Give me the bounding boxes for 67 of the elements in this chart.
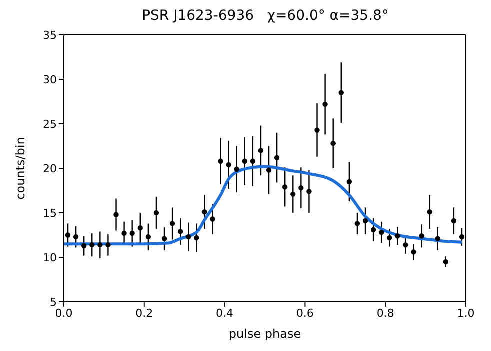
x-tick-label: 0.8 bbox=[376, 306, 394, 320]
point bbox=[282, 184, 288, 190]
point bbox=[274, 155, 280, 160]
point bbox=[395, 234, 400, 239]
point bbox=[443, 259, 448, 265]
line-series bbox=[64, 165, 464, 246]
point bbox=[330, 140, 336, 146]
point bbox=[306, 189, 312, 194]
x-tick-label: 0.2 bbox=[136, 306, 154, 320]
x-axis-title: pulse phase bbox=[228, 327, 302, 341]
point bbox=[314, 128, 320, 133]
point bbox=[218, 158, 224, 164]
point bbox=[114, 212, 119, 218]
point bbox=[65, 232, 71, 238]
point bbox=[322, 102, 328, 108]
point bbox=[338, 90, 344, 96]
point bbox=[362, 218, 368, 224]
point bbox=[138, 226, 143, 231]
point bbox=[170, 221, 176, 226]
point bbox=[202, 210, 208, 215]
y-tick-label: 35 bbox=[43, 28, 57, 42]
x-tick-label: 1.0 bbox=[457, 306, 475, 320]
point bbox=[387, 235, 392, 241]
point bbox=[346, 179, 352, 184]
y-tick-label: 15 bbox=[43, 206, 57, 220]
point bbox=[290, 192, 296, 197]
point bbox=[451, 218, 457, 224]
y-tick-label: 25 bbox=[43, 118, 57, 131]
point bbox=[370, 227, 376, 233]
point bbox=[403, 242, 408, 248]
chart-title: PSR J1623-6936 χ=60.0° α=35.8° bbox=[141, 8, 390, 26]
point bbox=[411, 250, 416, 255]
point bbox=[427, 210, 432, 215]
point bbox=[178, 229, 184, 234]
point bbox=[459, 234, 465, 240]
point bbox=[242, 158, 248, 164]
x-tick-label: 0.0 bbox=[55, 306, 73, 320]
point bbox=[162, 236, 168, 242]
point bbox=[250, 158, 256, 164]
point bbox=[354, 221, 360, 226]
point bbox=[234, 166, 240, 172]
point bbox=[98, 242, 103, 248]
point bbox=[226, 162, 232, 168]
point bbox=[186, 234, 192, 240]
point bbox=[90, 242, 95, 248]
x-tick-label: 0.6 bbox=[296, 306, 314, 320]
point bbox=[130, 230, 135, 236]
point bbox=[378, 230, 384, 236]
point bbox=[82, 243, 87, 249]
point bbox=[146, 234, 152, 240]
point bbox=[73, 234, 79, 240]
point bbox=[154, 210, 160, 216]
point bbox=[194, 235, 200, 241]
point bbox=[210, 216, 216, 222]
point bbox=[266, 168, 272, 173]
y-axis-title: counts/bin bbox=[13, 137, 28, 200]
y-tick-label: 30 bbox=[43, 73, 57, 86]
point bbox=[258, 148, 264, 154]
point bbox=[106, 242, 111, 248]
point bbox=[298, 185, 304, 191]
x-tick-label: 0.4 bbox=[216, 306, 234, 320]
y-tick-label: 10 bbox=[43, 251, 57, 264]
point bbox=[122, 230, 127, 236]
y-tick-label: 5 bbox=[50, 296, 57, 309]
point bbox=[419, 234, 424, 239]
y-tick-label: 20 bbox=[43, 162, 57, 176]
point bbox=[435, 236, 440, 242]
